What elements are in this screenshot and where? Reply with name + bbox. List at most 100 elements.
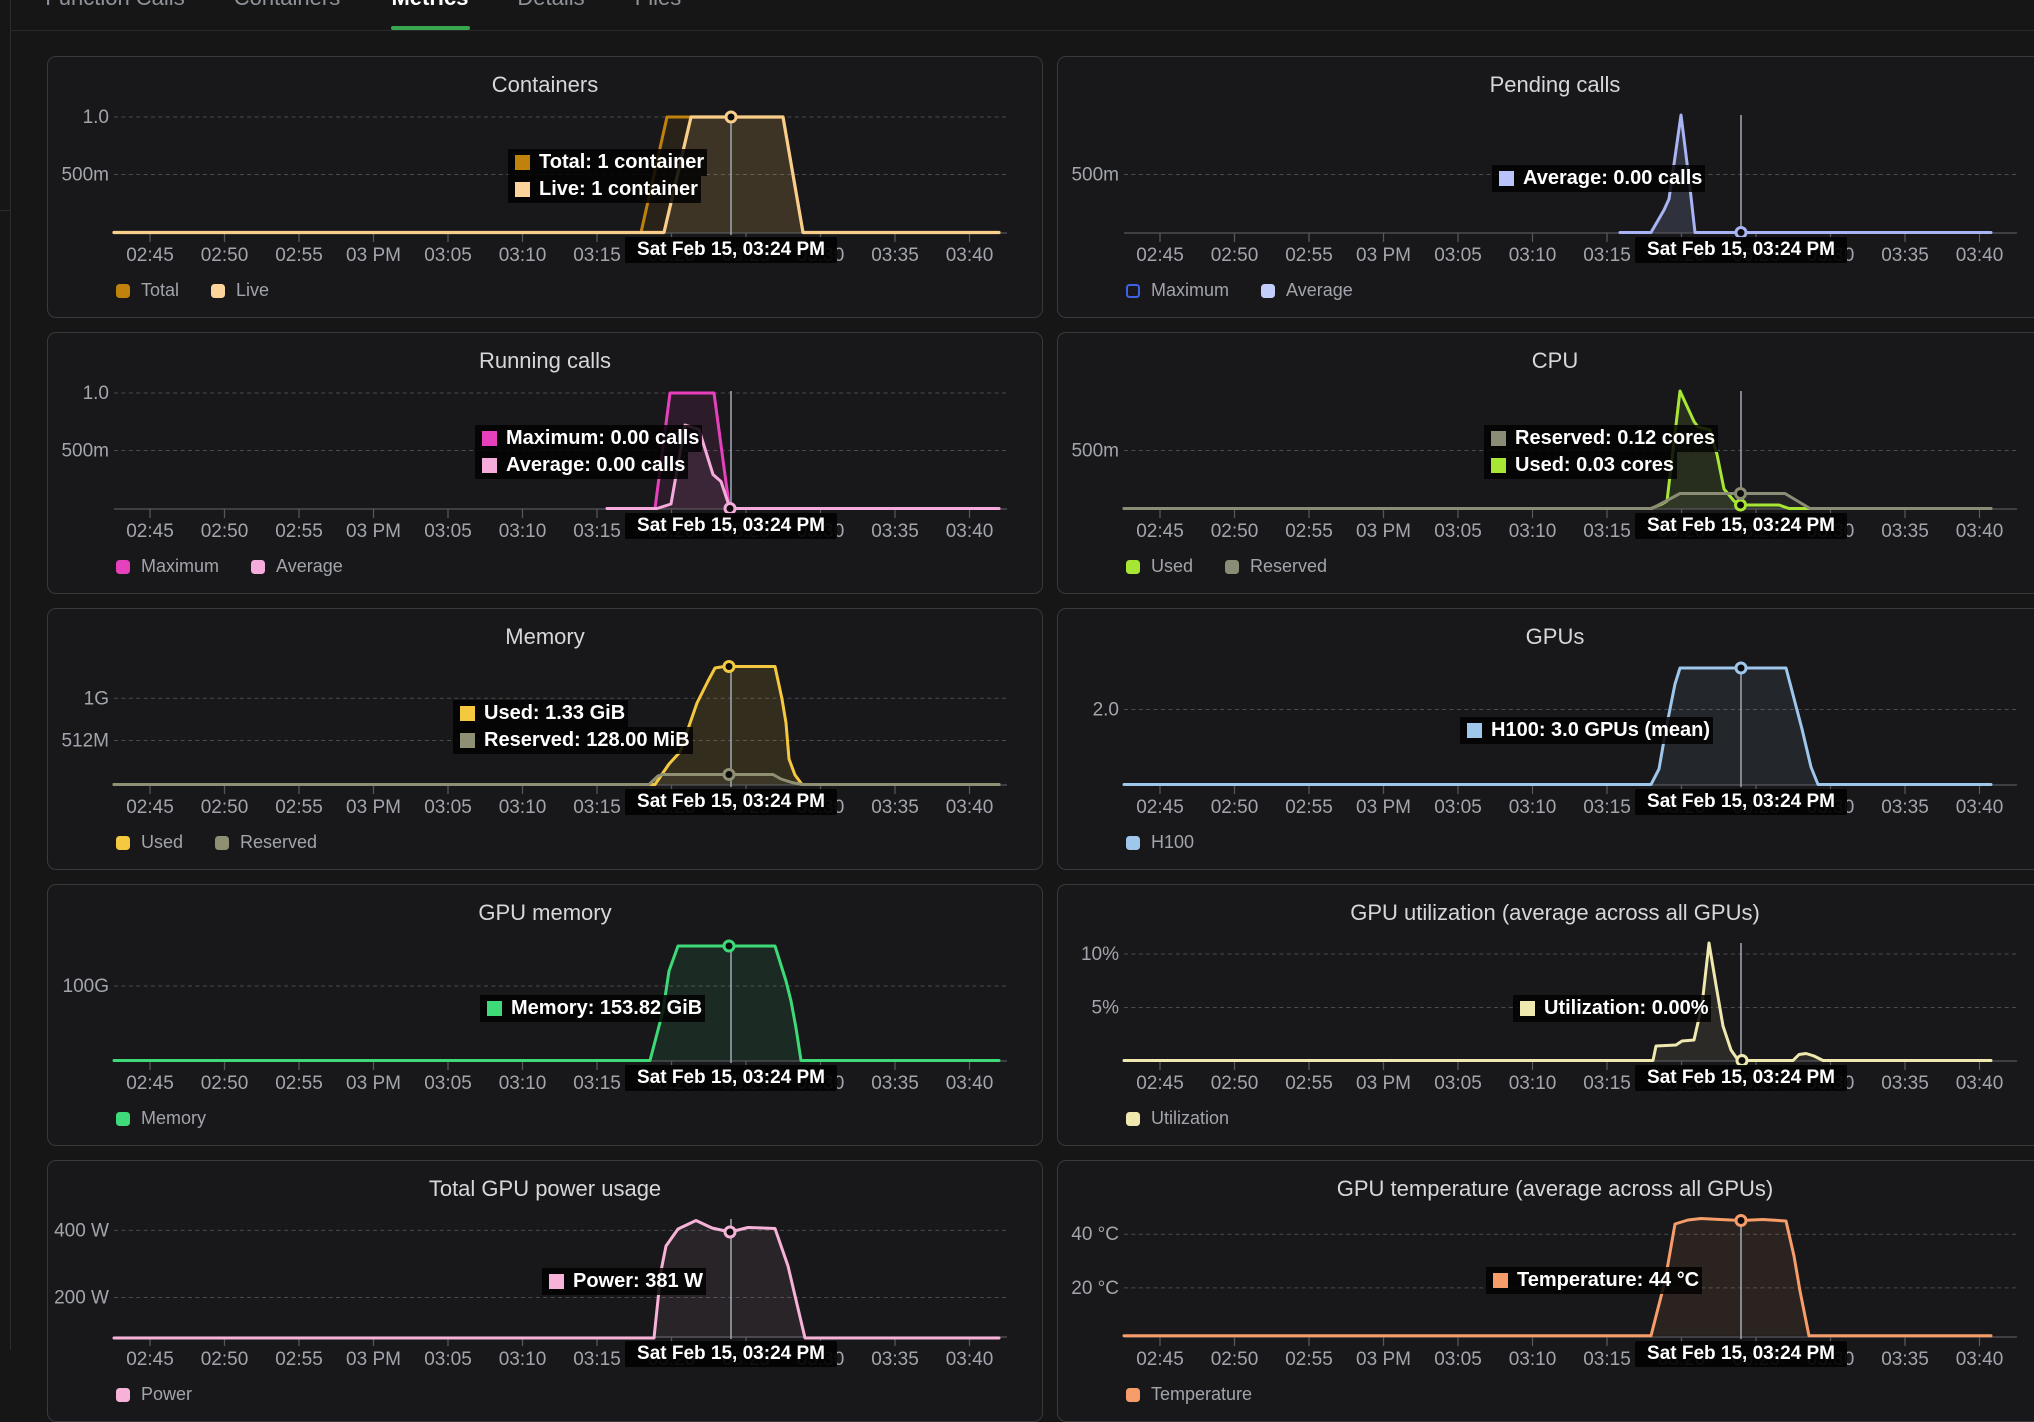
- svg-text:02:45: 02:45: [1136, 245, 1184, 266]
- svg-text:02:50: 02:50: [201, 521, 249, 542]
- svg-text:100G: 100G: [63, 976, 109, 997]
- svg-text:03:10: 03:10: [1509, 245, 1557, 266]
- svg-text:02:55: 02:55: [1285, 245, 1333, 266]
- svg-text:03:15: 03:15: [1583, 521, 1631, 542]
- svg-text:03 PM: 03 PM: [346, 245, 401, 266]
- svg-text:03:35: 03:35: [871, 797, 919, 818]
- svg-text:03:05: 03:05: [424, 521, 472, 542]
- svg-text:02:45: 02:45: [126, 1073, 174, 1094]
- svg-text:02:55: 02:55: [1285, 521, 1333, 542]
- svg-text:10%: 10%: [1081, 944, 1119, 965]
- svg-text:03:35: 03:35: [871, 245, 919, 266]
- svg-text:02:50: 02:50: [201, 797, 249, 818]
- svg-text:02:50: 02:50: [201, 245, 249, 266]
- svg-text:03 PM: 03 PM: [1356, 1349, 1411, 1370]
- svg-text:5%: 5%: [1092, 998, 1120, 1019]
- svg-text:500m: 500m: [61, 441, 109, 462]
- svg-text:03:35: 03:35: [1881, 245, 1929, 266]
- svg-text:02:55: 02:55: [275, 1349, 323, 1370]
- svg-text:02:45: 02:45: [126, 797, 174, 818]
- svg-text:02:50: 02:50: [1211, 521, 1259, 542]
- svg-text:03:05: 03:05: [424, 1349, 472, 1370]
- svg-text:1G: 1G: [84, 688, 109, 709]
- svg-text:02:50: 02:50: [201, 1349, 249, 1370]
- svg-text:03:40: 03:40: [946, 1349, 994, 1370]
- svg-text:02:55: 02:55: [1285, 1349, 1333, 1370]
- svg-text:512M: 512M: [61, 731, 109, 752]
- svg-text:02:45: 02:45: [126, 1349, 174, 1370]
- svg-text:03 PM: 03 PM: [1356, 1073, 1411, 1094]
- svg-text:03:15: 03:15: [573, 1349, 621, 1370]
- svg-text:03:15: 03:15: [1583, 797, 1631, 818]
- svg-text:02:55: 02:55: [275, 797, 323, 818]
- svg-text:03:40: 03:40: [1956, 521, 2004, 542]
- svg-text:02:55: 02:55: [1285, 1073, 1333, 1094]
- svg-text:1.0: 1.0: [83, 383, 109, 404]
- svg-text:03:15: 03:15: [573, 1073, 621, 1094]
- svg-text:03:05: 03:05: [424, 1073, 472, 1094]
- svg-text:03:10: 03:10: [1509, 797, 1557, 818]
- svg-text:02:45: 02:45: [1136, 521, 1184, 542]
- svg-text:03:40: 03:40: [946, 797, 994, 818]
- svg-text:03:40: 03:40: [946, 245, 994, 266]
- svg-text:400 W: 400 W: [54, 1220, 109, 1241]
- svg-text:03:10: 03:10: [1509, 521, 1557, 542]
- svg-text:500m: 500m: [61, 165, 109, 186]
- svg-text:03:05: 03:05: [1434, 521, 1482, 542]
- svg-text:03:40: 03:40: [1956, 1349, 2004, 1370]
- svg-text:03:05: 03:05: [1434, 1349, 1482, 1370]
- svg-text:03:05: 03:05: [1434, 245, 1482, 266]
- svg-text:03 PM: 03 PM: [346, 521, 401, 542]
- svg-text:03:10: 03:10: [1509, 1073, 1557, 1094]
- svg-text:03:40: 03:40: [946, 521, 994, 542]
- svg-text:03:40: 03:40: [1956, 1073, 2004, 1094]
- svg-text:03:15: 03:15: [1583, 1073, 1631, 1094]
- svg-text:500m: 500m: [1071, 441, 1119, 462]
- svg-text:02:55: 02:55: [1285, 797, 1333, 818]
- svg-text:03 PM: 03 PM: [1356, 521, 1411, 542]
- svg-text:02:45: 02:45: [1136, 1073, 1184, 1094]
- svg-text:03:05: 03:05: [1434, 1073, 1482, 1094]
- svg-text:03 PM: 03 PM: [1356, 245, 1411, 266]
- svg-text:02:45: 02:45: [126, 245, 174, 266]
- svg-text:03:15: 03:15: [573, 245, 621, 266]
- svg-text:20 °C: 20 °C: [1071, 1278, 1119, 1299]
- svg-text:03:35: 03:35: [1881, 1349, 1929, 1370]
- svg-text:02:45: 02:45: [126, 521, 174, 542]
- svg-text:03:35: 03:35: [1881, 1073, 1929, 1094]
- svg-text:03:10: 03:10: [499, 1073, 547, 1094]
- svg-text:02:55: 02:55: [275, 1073, 323, 1094]
- svg-text:02:45: 02:45: [1136, 797, 1184, 818]
- svg-text:03 PM: 03 PM: [346, 1073, 401, 1094]
- svg-text:03:40: 03:40: [946, 1073, 994, 1094]
- svg-text:02:50: 02:50: [1211, 1073, 1259, 1094]
- svg-text:03:10: 03:10: [1509, 1349, 1557, 1370]
- svg-text:02:55: 02:55: [275, 245, 323, 266]
- svg-text:03:35: 03:35: [1881, 521, 1929, 542]
- svg-text:03:35: 03:35: [871, 1349, 919, 1370]
- svg-text:03:10: 03:10: [499, 797, 547, 818]
- svg-text:03:40: 03:40: [1956, 797, 2004, 818]
- svg-text:03 PM: 03 PM: [346, 1349, 401, 1370]
- svg-text:02:50: 02:50: [201, 1073, 249, 1094]
- svg-text:02:55: 02:55: [275, 521, 323, 542]
- svg-text:03:05: 03:05: [1434, 797, 1482, 818]
- svg-text:03:15: 03:15: [1583, 245, 1631, 266]
- svg-text:03 PM: 03 PM: [1356, 797, 1411, 818]
- svg-text:03:35: 03:35: [871, 521, 919, 542]
- svg-text:1.0: 1.0: [83, 107, 109, 128]
- svg-text:40 °C: 40 °C: [1071, 1224, 1119, 1245]
- svg-text:03 PM: 03 PM: [346, 797, 401, 818]
- svg-text:2.0: 2.0: [1093, 700, 1119, 721]
- svg-text:03:15: 03:15: [1583, 1349, 1631, 1370]
- svg-text:02:50: 02:50: [1211, 1349, 1259, 1370]
- svg-text:02:45: 02:45: [1136, 1349, 1184, 1370]
- svg-text:03:40: 03:40: [1956, 245, 2004, 266]
- svg-text:03:10: 03:10: [499, 521, 547, 542]
- svg-text:02:50: 02:50: [1211, 797, 1259, 818]
- svg-text:03:10: 03:10: [499, 1349, 547, 1370]
- svg-text:03:10: 03:10: [499, 245, 547, 266]
- svg-text:02:50: 02:50: [1211, 245, 1259, 266]
- svg-text:03:05: 03:05: [424, 797, 472, 818]
- svg-text:03:05: 03:05: [424, 245, 472, 266]
